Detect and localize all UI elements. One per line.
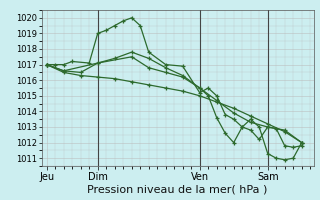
X-axis label: Pression niveau de la mer( hPa ): Pression niveau de la mer( hPa ): [87, 184, 268, 194]
